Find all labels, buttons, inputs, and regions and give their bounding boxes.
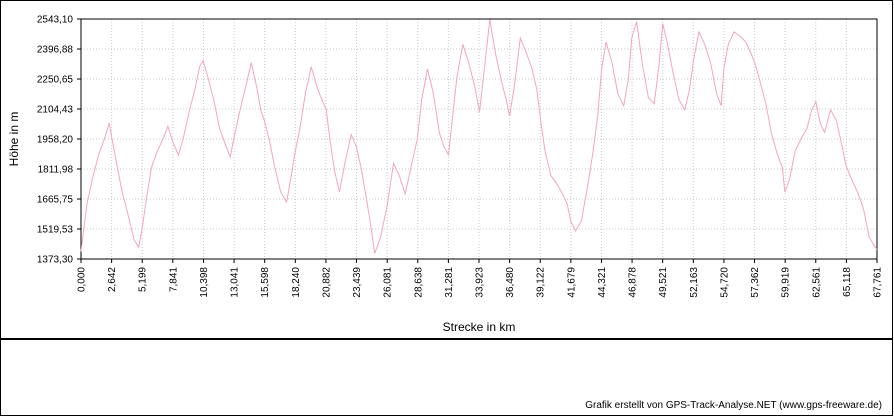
- credit-text: Grafik erstellt von GPS-Track-Analyse.NE…: [585, 400, 882, 411]
- x-axis-label: Strecke in km: [443, 320, 516, 334]
- y-axis-label: Höhe in m: [7, 112, 21, 167]
- x-tick-label: 7,841: [168, 267, 179, 292]
- y-tick-label: 2250,65: [37, 75, 74, 86]
- grid: [81, 19, 877, 259]
- x-tick-label: 26,081: [383, 267, 394, 298]
- x-tick-label: 39,122: [536, 267, 547, 298]
- y-tick-label: 1665,75: [37, 195, 74, 206]
- x-tick-label: 5,199: [138, 267, 149, 292]
- x-tick-label: 33,923: [475, 267, 486, 298]
- y-tick-label: 1519,53: [37, 225, 74, 236]
- x-tick-label: 31,281: [444, 267, 455, 298]
- x-tick-label: 57,362: [750, 267, 761, 298]
- x-tick-label: 15,598: [260, 267, 271, 298]
- x-tick-label: 20,882: [321, 267, 332, 298]
- x-tick-label: 44,321: [597, 267, 608, 298]
- x-tick-label: 36,480: [505, 267, 516, 298]
- x-tick-label: 62,561: [811, 267, 822, 298]
- y-tick-label: 1958,20: [37, 135, 74, 146]
- x-tick-label: 13,041: [230, 267, 241, 298]
- elevation-chart: 1373,30 1519,53 1665,75 1811,98 1958,20 2104,…: [0, 0, 893, 339]
- y-axis-ticks: 1373,30 1519,53 1665,75 1811,98 1958,20 2104,…: [37, 15, 81, 266]
- x-tick-label: 2,642: [107, 267, 118, 292]
- x-tick-label: 59,919: [781, 267, 792, 298]
- x-tick-label: 23,439: [352, 267, 363, 298]
- x-tick-label: 49,521: [658, 267, 669, 298]
- chart-frame: [0, 0, 893, 339]
- y-tick-label: 2543,10: [37, 15, 74, 26]
- x-tick-label: 0,000: [77, 267, 88, 292]
- x-tick-label: 10,398: [199, 267, 210, 298]
- x-tick-label: 52,163: [689, 267, 700, 298]
- x-tick-label: 67,761: [873, 267, 884, 298]
- x-tick-label: 65,118: [842, 267, 853, 297]
- y-tick-label: 2104,43: [37, 105, 74, 116]
- x-tick-label: 46,878: [628, 267, 639, 298]
- x-tick-label: 28,638: [413, 267, 424, 298]
- y-tick-label: 2396,88: [37, 45, 74, 56]
- x-tick-label: 18,240: [291, 267, 302, 298]
- elevation-line: [80, 19, 878, 254]
- y-tick-label: 1811,98: [38, 165, 74, 176]
- y-tick-label: 1373,30: [37, 255, 74, 266]
- x-tick-label: 41,679: [566, 267, 577, 298]
- x-axis-ticks: 0,000 2,642 5,199 7,841 10,398 13,041 15,598 18…: [77, 259, 884, 298]
- x-tick-label: 54,720: [719, 267, 730, 298]
